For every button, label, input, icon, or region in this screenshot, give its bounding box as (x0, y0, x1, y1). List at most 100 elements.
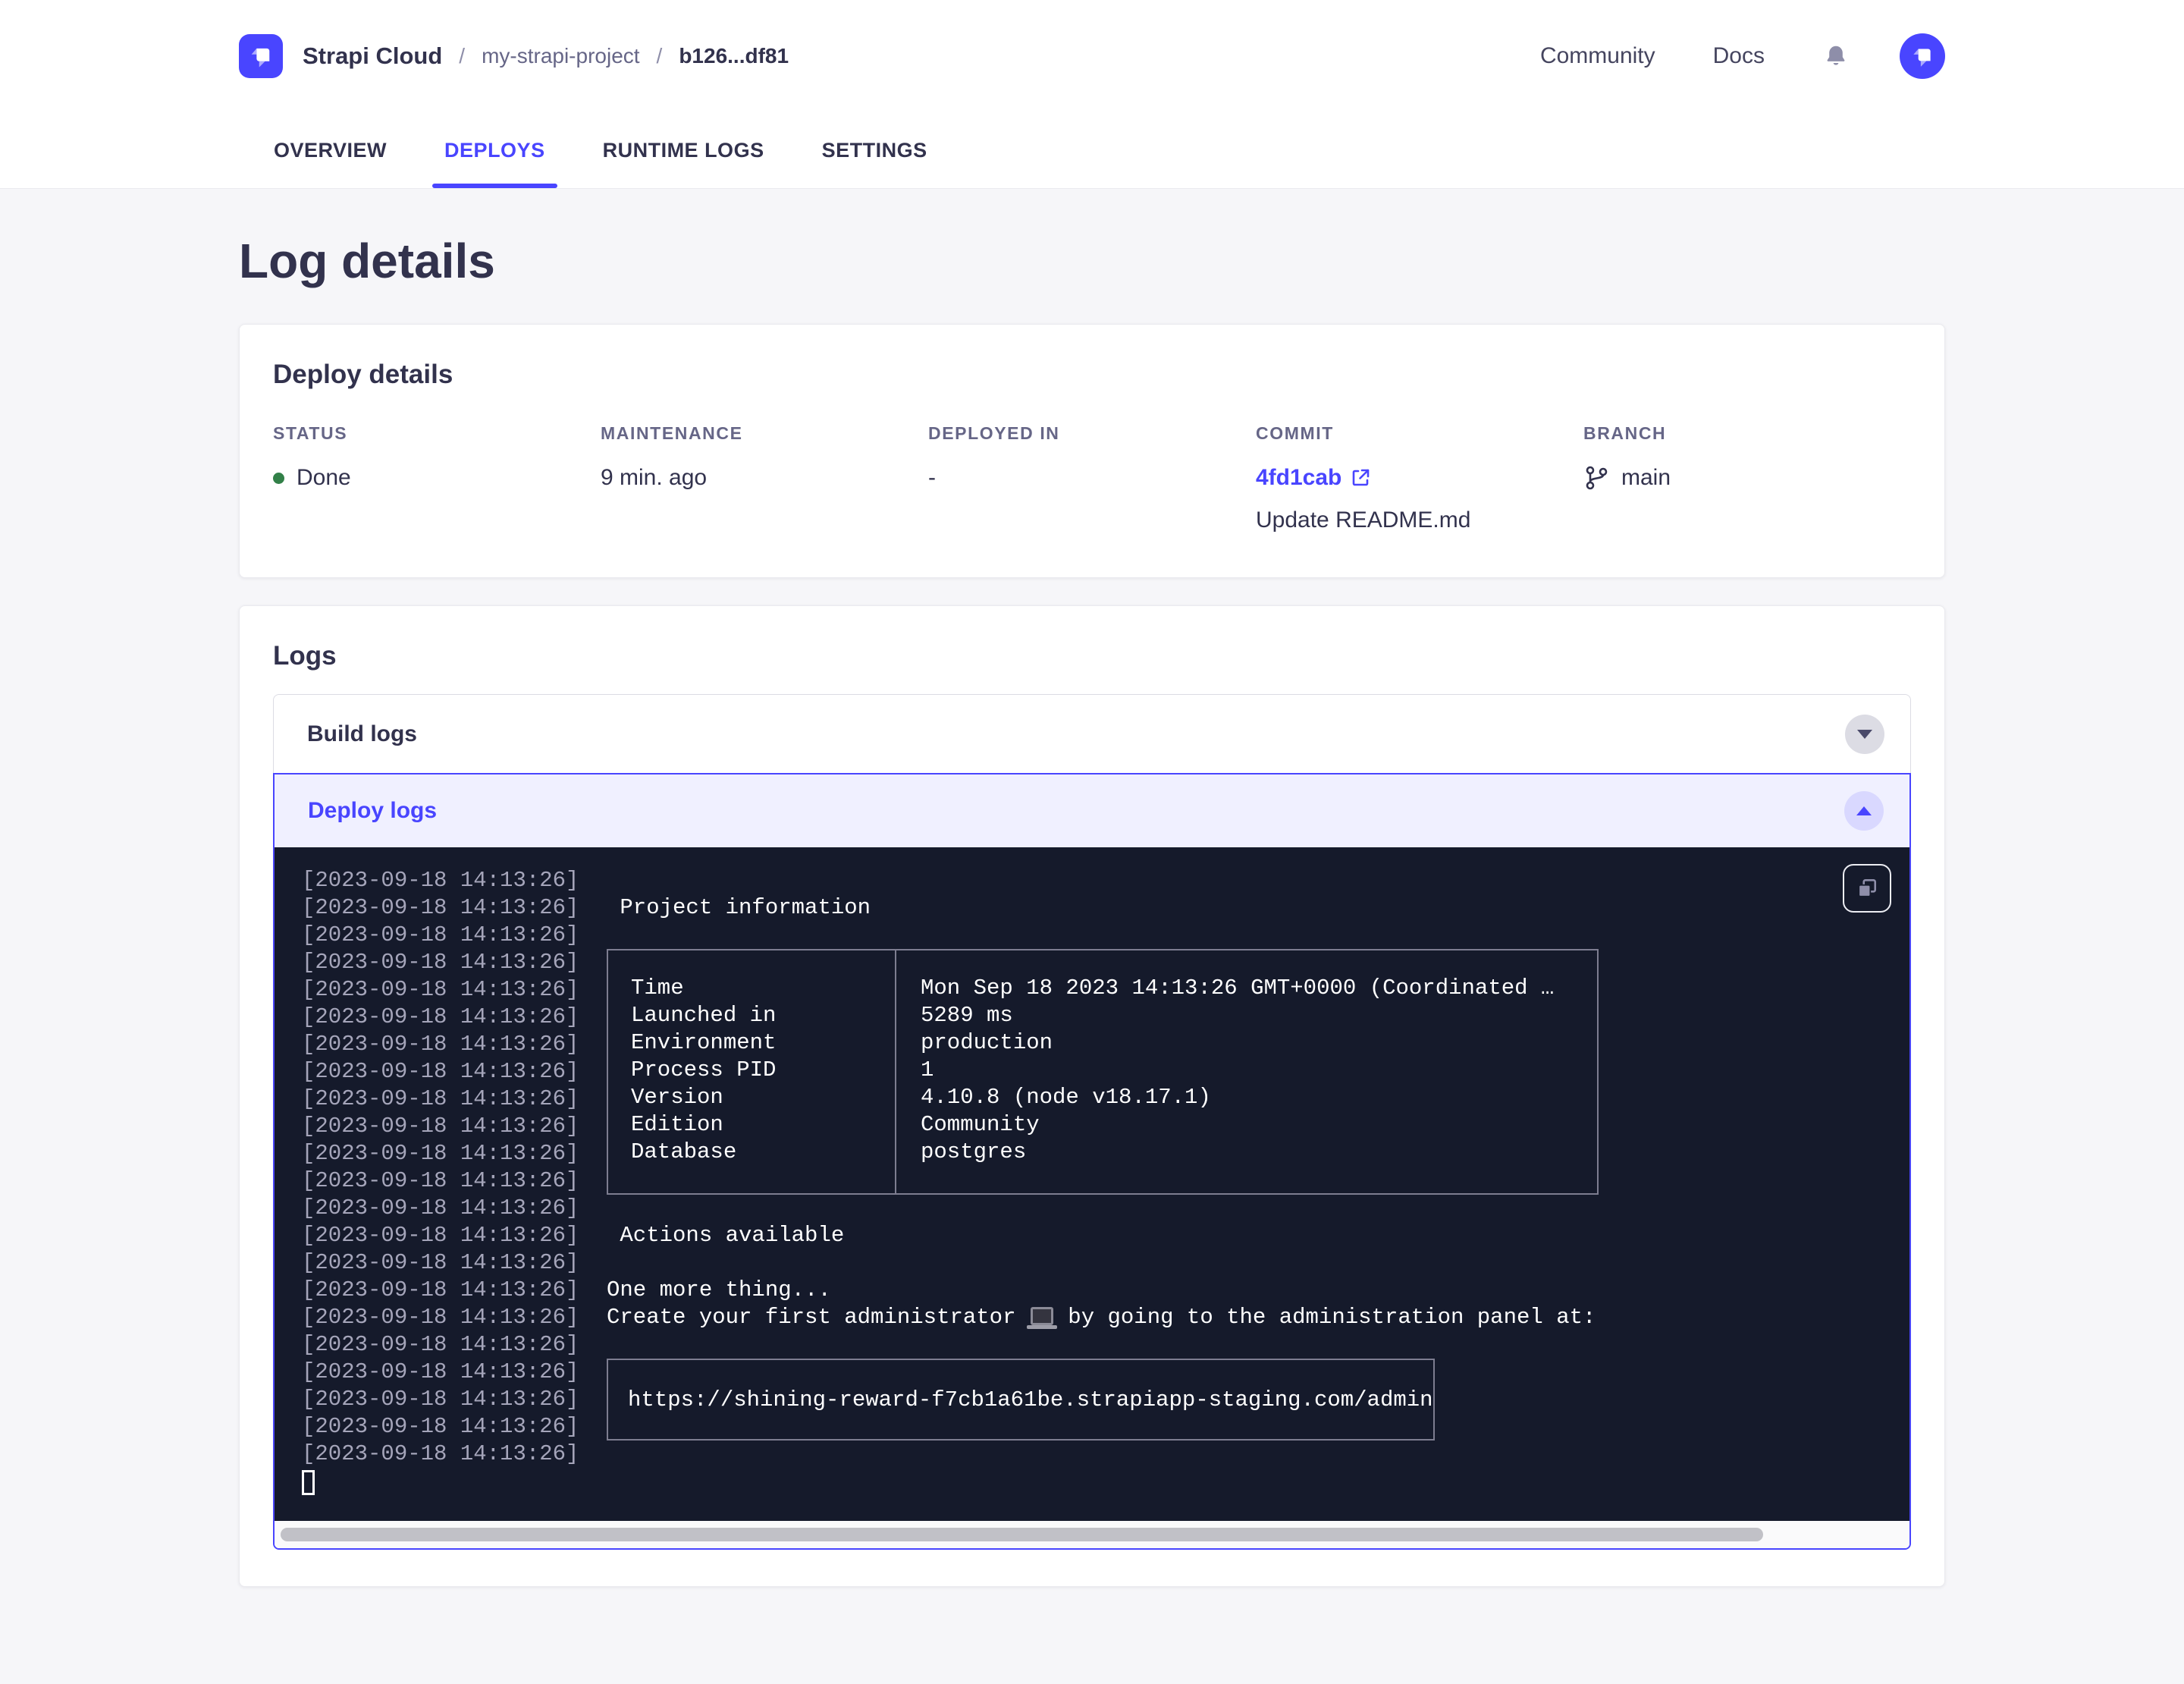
log-line (607, 1249, 1909, 1277)
logs-card: Logs Build logs Deploy logs (239, 605, 1945, 1587)
table-key: Launched in (631, 1003, 777, 1028)
table-value: 1 (921, 1057, 934, 1082)
log-line (607, 1331, 1909, 1359)
deploy-logs-accordion-header[interactable]: Deploy logs (275, 774, 1909, 847)
table-row: Database postgres (608, 1139, 1597, 1166)
deploy-logs-panel: Deploy logs [2023-09-18 14:13:26] [2023-0… (273, 773, 1911, 1550)
log-timestamp: [2023-09-18 14:13:26] (302, 977, 579, 1002)
log-timestamp: [2023-09-18 14:13:26] (302, 1059, 579, 1084)
table-row: Time Mon Sep 18 2023 14:13:26 GMT+0000 (C… (608, 975, 1597, 1002)
commit-message: Update README.md (1256, 507, 1471, 533)
tab-runtime-logs[interactable]: RUNTIME LOGS (602, 138, 764, 162)
docs-link[interactable]: Docs (1712, 43, 1765, 68)
breadcrumb-deploy-id: b126...df81 (679, 44, 789, 68)
project-tabs: OVERVIEW DEPLOYS RUNTIME LOGS SETTINGS (239, 112, 1945, 188)
table-key: Edition (631, 1112, 723, 1137)
field-branch: BRANCH main (1583, 423, 1911, 533)
maintenance-label: MAINTENANCE (601, 423, 743, 443)
brand-name[interactable]: Strapi Cloud (303, 42, 443, 69)
breadcrumb: Strapi Cloud / my-strapi-project / b126.… (239, 34, 789, 78)
table-value: 4.10.8 (node v18.17.1) (921, 1085, 1211, 1110)
build-logs-accordion-header[interactable]: Build logs (273, 694, 1911, 773)
breadcrumb-project[interactable]: my-strapi-project (482, 44, 640, 68)
log-timestamp: [2023-09-18 14:13:26] (302, 922, 579, 947)
table-row: Launched in 5289 ms (608, 1002, 1597, 1029)
status-dot-icon (273, 472, 284, 484)
community-link[interactable]: Community (1539, 43, 1655, 68)
log-line (607, 1441, 1909, 1468)
strapi-logo-icon (251, 48, 270, 68)
laptop-emoji-icon (1026, 1307, 1057, 1329)
field-status: STATUS Done (273, 423, 601, 533)
terminal-cursor (302, 1470, 315, 1495)
logs-accordion: Build logs Deploy logs (273, 694, 1911, 1550)
table-key: Environment (631, 1030, 777, 1055)
log-line (607, 867, 1909, 894)
table-row: Version 4.10.8 (node v18.17.1) (608, 1084, 1597, 1111)
log-line (607, 922, 1909, 949)
tab-settings[interactable]: SETTINGS (821, 138, 927, 162)
admin-url-box: https://shining-reward-f7cb1a61be.strapi… (607, 1359, 1435, 1441)
chevron-up-icon (1856, 806, 1872, 815)
log-content-column: Project information Time Mon Sep 18 2023 1… (607, 867, 1909, 1495)
log-line (607, 1195, 1909, 1222)
strapi-logo[interactable] (239, 34, 283, 78)
avatar-strapi-icon (1913, 49, 1931, 67)
deploy-details-card: Deploy details STATUS Done MAINTENANCE 9… (239, 324, 1945, 578)
user-avatar[interactable] (1900, 33, 1945, 79)
log-line: Project information (607, 895, 871, 920)
log-timestamp: [2023-09-18 14:13:26] (302, 1277, 579, 1302)
table-key: Process PID (631, 1057, 777, 1082)
field-maintenance: MAINTENANCE 9 min. ago (601, 423, 928, 533)
deployed-in-value: - (928, 465, 936, 490)
branch-label: BRANCH (1583, 423, 1667, 443)
log-timestamp: [2023-09-18 14:13:26] (302, 1004, 579, 1029)
log-line: One more thing... (607, 1277, 831, 1302)
git-branch-icon (1586, 466, 1608, 490)
build-logs-expand-button[interactable] (1845, 714, 1884, 754)
log-timestamp: [2023-09-18 14:13:26] (302, 1032, 579, 1057)
tab-deploys[interactable]: DEPLOYS (432, 112, 557, 188)
log-timestamp: [2023-09-18 14:13:26] (302, 1114, 579, 1139)
deploy-logs-terminal[interactable]: [2023-09-18 14:13:26] [2023-09-18 14:13:2… (275, 847, 1909, 1521)
top-navigation-bar: Strapi Cloud / my-strapi-project / b126.… (0, 0, 2184, 189)
deployed-in-label: DEPLOYED IN (928, 423, 1060, 443)
table-key: Database (631, 1139, 737, 1164)
log-timestamp: [2023-09-18 14:13:26] (302, 1168, 579, 1193)
deploy-logs-collapse-button[interactable] (1844, 791, 1884, 831)
deploy-details-heading: Deploy details (273, 360, 453, 389)
log-line: Actions available (607, 1223, 845, 1248)
table-key: Version (631, 1085, 723, 1110)
field-deployed-in: DEPLOYED IN - (928, 423, 1256, 533)
log-timestamp: [2023-09-18 14:13:26] (302, 1086, 579, 1111)
log-timestamp: [2023-09-18 14:13:26] (302, 1250, 579, 1275)
table-row: Process PID 1 (608, 1057, 1597, 1084)
logs-heading: Logs (273, 641, 337, 671)
table-value: Mon Sep 18 2023 14:13:26 GMT+0000 (Coord… (921, 976, 1555, 1001)
table-row: Edition Community (608, 1111, 1597, 1139)
log-timestamp: [2023-09-18 14:13:26] (302, 1387, 579, 1412)
commit-hash-link[interactable]: 4fd1cab (1256, 465, 1370, 491)
admin-url: https://shining-reward-f7cb1a61be.strapi… (628, 1387, 1433, 1412)
build-logs-label: Build logs (307, 721, 417, 746)
notification-bell-icon[interactable] (1822, 42, 1850, 70)
deploy-logs-label: Deploy logs (308, 798, 438, 823)
log-timestamp: [2023-09-18 14:13:26] (302, 1195, 579, 1221)
log-timestamp: [2023-09-18 14:13:26] (302, 895, 579, 920)
log-timestamp: [2023-09-18 14:13:26] (302, 1414, 579, 1439)
scrollbar-thumb[interactable] (281, 1528, 1763, 1541)
log-timestamp: [2023-09-18 14:13:26] (302, 1359, 579, 1384)
timestamp-column: [2023-09-18 14:13:26] [2023-09-18 14:13:2… (302, 867, 593, 1495)
table-key: Time (631, 976, 684, 1001)
log-timestamp: [2023-09-18 14:13:26] (302, 1141, 579, 1166)
breadcrumb-separator: / (459, 44, 466, 68)
page-title: Log details (239, 234, 495, 288)
log-timestamp: [2023-09-18 14:13:26] (302, 1305, 579, 1330)
log-timestamp: [2023-09-18 14:13:26] (302, 1332, 579, 1357)
field-commit: COMMIT 4fd1cab Update README.md (1256, 423, 1583, 533)
horizontal-scrollbar (275, 1521, 1909, 1548)
copy-logs-button[interactable] (1843, 864, 1891, 913)
external-link-icon (1353, 469, 1370, 486)
maintenance-value: 9 min. ago (601, 465, 708, 490)
tab-overview[interactable]: OVERVIEW (274, 138, 388, 162)
